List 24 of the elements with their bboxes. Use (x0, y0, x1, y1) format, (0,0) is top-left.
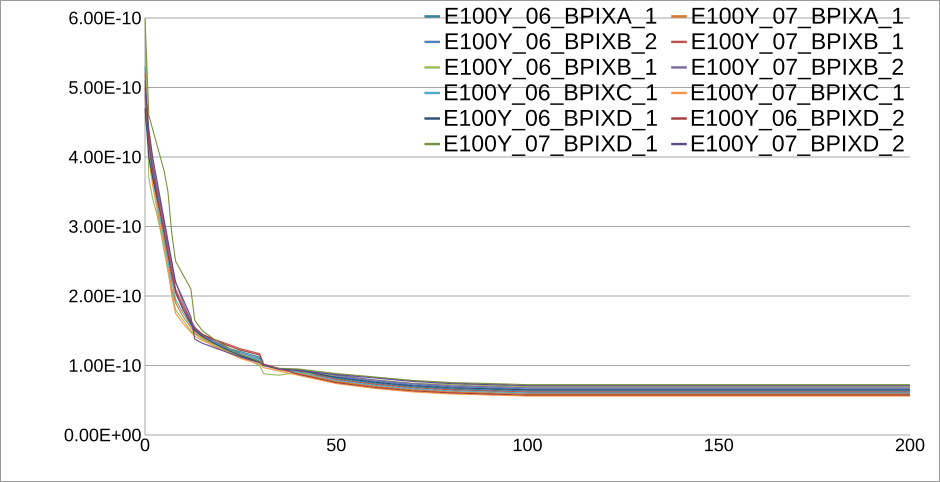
legend-label: E100Y_06_BPIXD_1 (445, 110, 657, 130)
x-tick-label: 150 (705, 438, 734, 452)
legend-label: E100Y_06_BPIXB_1 (446, 58, 656, 80)
y-tick-label: 3.00E-10 (69, 220, 141, 233)
legend-label: E100Y_07_BPIXD_1 (445, 135, 657, 156)
y-tick-label: 0.00E+00 (64, 428, 141, 442)
legend-label: E100Y_07_BPIXB_1 (692, 33, 904, 54)
y-tick-label: 4.00E-10 (68, 150, 141, 164)
legend-label: E100Y_07_BPIXC_1 (692, 84, 904, 105)
legend-label: E100Y_07_BPIXD_2 (692, 135, 904, 156)
x-tick-label: 200 (896, 438, 924, 452)
y-tick-label: 5.00E-10 (69, 81, 141, 94)
legend-label: E100Y_06_BPIXC_1 (445, 84, 657, 105)
legend-label: E100Y_07_BPIXA_1 (692, 8, 904, 28)
legend-label: E100Y_06_BPIXB_2 (446, 33, 656, 54)
legend-label: E100Y_06_BPIXD_2 (692, 110, 904, 130)
y-tick-label: 6.00E-10 (69, 12, 141, 24)
y-tick-label: 2.00E-10 (69, 290, 141, 302)
x-tick-label: 50 (326, 438, 346, 452)
legend-label: E100Y_06_BPIXA_1 (446, 8, 656, 28)
x-tick-label: 100 (514, 438, 542, 452)
y-tick-label: 1.00E-10 (70, 359, 141, 372)
x-tick-label: 0 (140, 438, 150, 452)
legend-label: E100Y_07_BPIXB_2 (692, 58, 904, 80)
